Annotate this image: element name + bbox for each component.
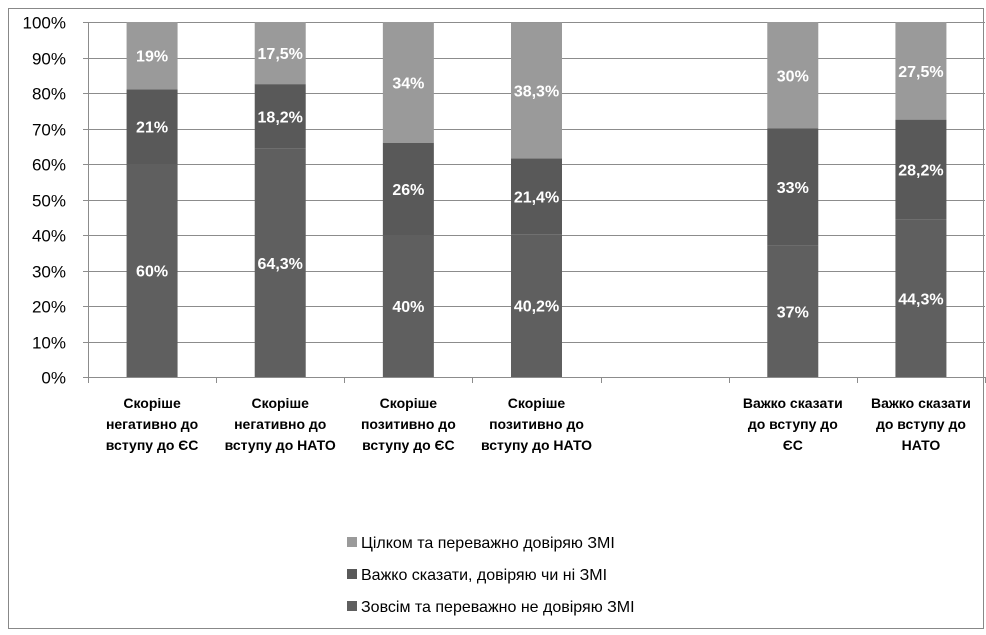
bar-segment (126, 22, 178, 90)
data-label: 44,3% (898, 291, 943, 308)
bar-segment (382, 235, 434, 377)
data-label: 37% (777, 304, 809, 321)
data-label: 38,3% (514, 83, 559, 100)
bars: 60% 21% 19% 64,3% 18,2% 17,5% 40% 26% 34% 40,2% 21… (126, 22, 947, 377)
data-label: 64,3% (258, 256, 303, 273)
bar-segment (126, 164, 178, 377)
y-tick-label: 30% (32, 263, 66, 282)
x-category-label: позитивно до (361, 416, 456, 432)
bar-segment (254, 148, 306, 377)
x-category-label: вступу до ЄС (362, 437, 455, 453)
y-axis: 0% 10% 20% 30% 40% 50% 60% 70% 80% 90% 100% (23, 14, 89, 388)
legend: Цілком та переважно довіряю ЗМІ Важко ска… (347, 535, 635, 616)
bar-segment (254, 22, 306, 85)
data-label: 33% (777, 180, 809, 197)
y-tick-label: 90% (32, 50, 66, 69)
data-label: 28,2% (898, 163, 943, 180)
x-category-label: НАТО (902, 437, 941, 453)
x-category-label: Скоріше (508, 395, 566, 411)
x-category-label: негативно до (234, 416, 326, 432)
bar-segment (895, 219, 947, 377)
x-category-label: негативно до (106, 416, 198, 432)
legend-swatch (347, 569, 357, 579)
x-category-label: вступу до НАТО (225, 437, 336, 453)
bar-segment (767, 245, 819, 377)
y-tick-label: 80% (32, 85, 66, 104)
x-category-label: Скоріше (380, 395, 438, 411)
legend-label: Важко сказати, довіряю чи ні ЗМІ (361, 567, 607, 584)
x-category-label: до вступу до (748, 416, 838, 432)
bar-segment (511, 234, 562, 377)
y-tick-label: 100% (23, 14, 66, 33)
bar-segment (767, 128, 819, 246)
data-label: 21% (136, 120, 168, 137)
bar-segment (382, 22, 434, 143)
legend-label: Зовсім та переважно не довіряю ЗМІ (361, 599, 635, 616)
data-label: 60% (136, 264, 168, 281)
y-tick-label: 70% (32, 121, 66, 140)
x-category-label: Важко сказати (743, 395, 843, 411)
bar-segment (511, 22, 562, 159)
x-axis: Скоріше негативно до вступу до ЄС Скоріше не… (88, 377, 986, 453)
bar-segment (511, 158, 562, 235)
x-category-label: Скоріше (123, 395, 181, 411)
x-category-label: ЄС (783, 437, 803, 453)
data-label: 18,2% (258, 109, 303, 126)
y-tick-label: 40% (32, 227, 66, 246)
data-label: 27,5% (898, 64, 943, 81)
legend-label: Цілком та переважно довіряю ЗМІ (361, 535, 615, 552)
bar-segment (895, 22, 947, 120)
bar-segment (767, 22, 819, 129)
legend-swatch (347, 537, 357, 547)
y-tick-label: 50% (32, 192, 66, 211)
data-label: 19% (136, 49, 168, 66)
data-label: 26% (392, 182, 424, 199)
x-category-label: вступу до ЄС (106, 437, 199, 453)
data-label: 17,5% (258, 46, 303, 63)
bar-segment (254, 84, 306, 149)
data-label: 34% (392, 75, 424, 92)
data-label: 40% (392, 299, 424, 316)
y-tick-label: 20% (32, 298, 66, 317)
bar-segment (382, 142, 434, 235)
x-category-label: вступу до НАТО (481, 437, 592, 453)
bar-segment (126, 89, 178, 164)
x-category-label: Важко сказати (871, 395, 971, 411)
y-tick-label: 10% (32, 334, 66, 353)
data-label: 40,2% (514, 299, 559, 316)
bar-segment (895, 119, 947, 220)
legend-swatch (347, 601, 357, 611)
y-tick-label: 60% (32, 156, 66, 175)
data-label: 21,4% (514, 189, 559, 206)
x-category-label: до вступу до (876, 416, 966, 432)
x-category-label: Скоріше (252, 395, 310, 411)
y-tick-label: 0% (41, 369, 66, 388)
x-category-label: позитивно до (489, 416, 584, 432)
data-label: 30% (777, 68, 809, 85)
